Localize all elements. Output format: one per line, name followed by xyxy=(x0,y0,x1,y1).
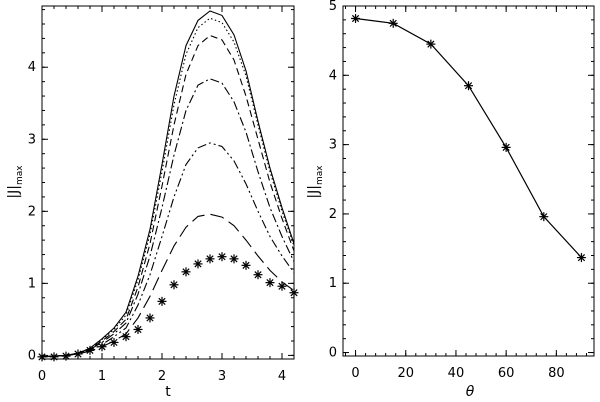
x-tick-label: 0 xyxy=(351,366,359,381)
x-tick-label: 80 xyxy=(548,366,565,381)
right-ylabel-subscript: max xyxy=(315,165,325,185)
y-tick-label: 2 xyxy=(329,207,337,222)
y-tick-label: 5 xyxy=(329,0,337,14)
panel-left-jmax-vs-t: 0 1 2 3 4 0 1 2 3 4 t |J|max xyxy=(6,5,299,400)
left-series-line-dash-dot xyxy=(41,78,295,358)
x-tick-label: 4 xyxy=(278,369,286,384)
right-asterisk-point xyxy=(426,39,436,49)
y-tick-label: 1 xyxy=(329,276,337,291)
left-asterisk-point xyxy=(61,351,71,361)
left-asterisk-point xyxy=(217,252,227,262)
y-tick-label: 2 xyxy=(28,204,36,219)
x-tick-label: 2 xyxy=(158,369,166,384)
left-asterisk-point xyxy=(49,352,59,362)
right-ylabel: |J|max xyxy=(306,165,325,199)
left-asterisk-point xyxy=(289,288,299,298)
y-tick-label: 4 xyxy=(28,60,36,75)
right-asterisk-point xyxy=(501,142,511,152)
left-asterisk-point xyxy=(181,267,191,277)
left-series-line-dash-dot-dot xyxy=(41,142,295,358)
left-ylabel-main: |J| xyxy=(6,185,22,199)
y-tick-label: 0 xyxy=(329,346,337,361)
right-asterisk-point xyxy=(351,13,361,23)
left-asterisk-point xyxy=(109,337,119,347)
left-asterisk-point xyxy=(169,280,179,290)
left-asterisk-point xyxy=(277,281,287,291)
left-asterisk-point xyxy=(73,349,83,359)
left-asterisk-point xyxy=(145,313,155,323)
y-tick-label: 3 xyxy=(28,132,36,147)
left-ylabel: |J|max xyxy=(6,165,25,199)
y-tick-label: 4 xyxy=(329,68,337,83)
y-tick-label: 3 xyxy=(329,138,337,153)
right-ylabel-main: |J| xyxy=(306,185,322,199)
left-series xyxy=(37,10,299,362)
x-tick-label: 60 xyxy=(498,366,515,381)
left-asterisk-point xyxy=(265,278,275,288)
y-tick-label: 1 xyxy=(28,276,36,291)
right-plot-frame xyxy=(342,5,595,357)
x-tick-label: 3 xyxy=(218,369,226,384)
right-asterisk-point xyxy=(539,212,549,222)
x-tick-label: 40 xyxy=(448,366,465,381)
left-ylabel-subscript: max xyxy=(15,165,25,185)
left-asterisk-point xyxy=(157,296,167,306)
left-asterisk-point xyxy=(229,254,239,264)
left-asterisk-point xyxy=(241,260,251,270)
left-series-line-dotted xyxy=(41,17,295,358)
left-asterisk-point xyxy=(205,254,215,264)
right-asterisk-point xyxy=(576,253,586,263)
left-asterisk-point xyxy=(97,342,107,352)
right-series xyxy=(351,13,586,263)
right-series-line xyxy=(355,17,582,259)
x-tick-label: 0 xyxy=(38,369,46,384)
right-asterisk-point xyxy=(388,18,398,28)
left-series-line-solid xyxy=(41,10,295,358)
right-asterisk-point xyxy=(464,81,473,91)
right-xlabel: θ xyxy=(466,384,475,400)
x-tick-label: 1 xyxy=(98,369,106,384)
x-tick-label: 20 xyxy=(397,366,414,381)
panel-right-jmax-vs-theta: 0 20 40 60 80 0 1 2 3 4 5 θ |J|max xyxy=(306,0,595,400)
left-series-line-long-dash xyxy=(41,213,295,358)
left-series-line-dashed xyxy=(41,34,295,358)
left-asterisk-point xyxy=(121,332,131,342)
left-xlabel: t xyxy=(165,384,171,400)
right-ticks: 0 20 40 60 80 0 1 2 3 4 5 xyxy=(329,0,594,381)
left-asterisk-point xyxy=(133,324,143,334)
left-asterisk-point xyxy=(253,270,263,280)
y-tick-label: 0 xyxy=(28,348,36,363)
left-asterisk-point xyxy=(85,345,95,355)
left-ticks: 0 1 2 3 4 0 1 2 3 4 xyxy=(28,6,295,384)
left-asterisk-point xyxy=(37,352,47,362)
left-asterisk-point xyxy=(193,259,203,269)
